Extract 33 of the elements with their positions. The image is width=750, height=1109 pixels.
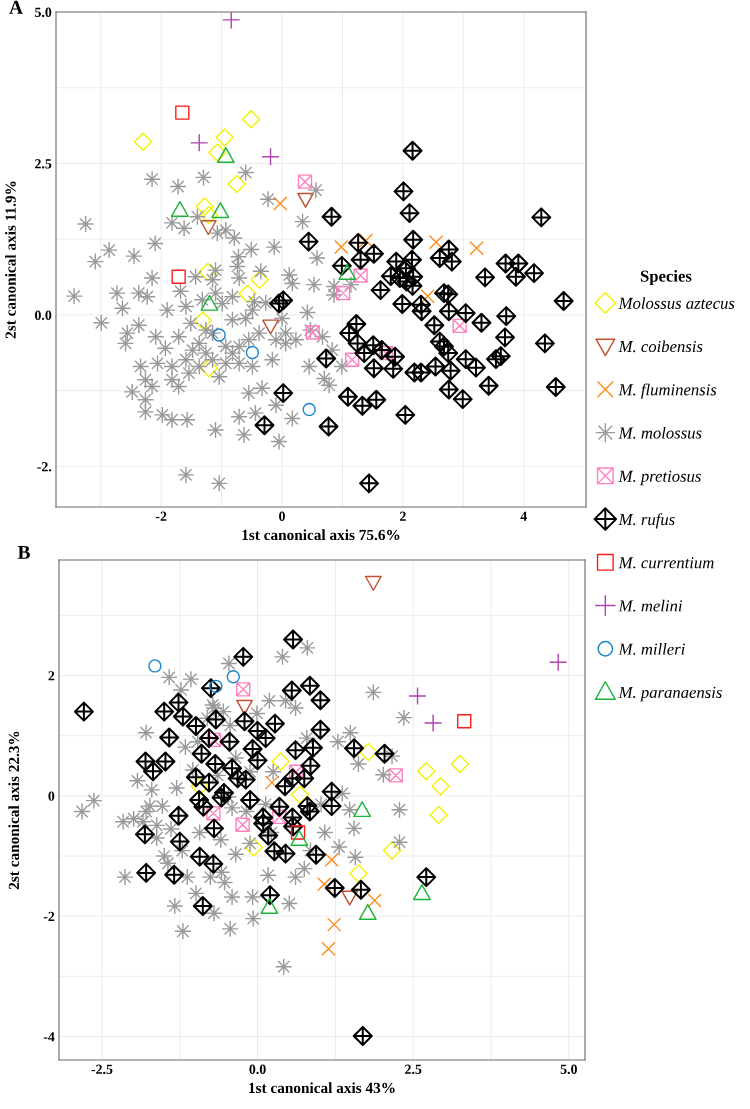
y-tick-label: 2.5	[35, 159, 52, 169]
x-axis-title: 1st canonical axis 75.6%	[242, 529, 400, 541]
x-tick-label: 2	[400, 511, 406, 521]
y-tick-label: 0.0	[35, 310, 52, 320]
x-tick-label: 5.0	[560, 1064, 577, 1074]
legend-label: M. milleri	[618, 643, 685, 655]
legend-label: M. coibensis	[618, 340, 703, 353]
x-tick-label: -2.5	[91, 1064, 113, 1074]
x-tick-label: 2.5	[405, 1064, 422, 1074]
legend-label: M. melini	[618, 599, 683, 612]
x-tick-label: 0.0	[249, 1064, 266, 1074]
y-tick-label: -4	[43, 1032, 55, 1042]
x-tick-label: 0	[279, 511, 285, 521]
legend-label: M. currentium	[618, 557, 714, 569]
chart-title: A	[9, 0, 23, 14]
legend-label: M. rufus	[618, 513, 675, 529]
y-axis-title: 2st canonical axis 11.9%	[5, 181, 16, 339]
y-tick-label: -2	[43, 911, 55, 922]
legend-label: M. molossus	[618, 426, 702, 439]
legend-label: M. fluminensis	[618, 383, 717, 399]
chart-title: B	[17, 545, 30, 559]
x-tick-label: 4	[520, 511, 527, 521]
legend-label: M. pretiosus	[618, 470, 701, 486]
y-tick-label: 2	[48, 671, 55, 681]
x-axis-title: 1st canonical axis 43%	[249, 1082, 395, 1094]
y-tick-label: -2.	[37, 462, 52, 472]
legend-label: M. paranaensis	[618, 686, 722, 702]
legend-title: Species	[640, 270, 692, 286]
y-axis-title: 2st canonical axis 22.3%	[8, 731, 20, 890]
legend-label: Molossus aztecus	[618, 297, 735, 309]
y-tick-label: 5.0	[35, 7, 52, 18]
y-tick-label: 0	[48, 791, 55, 801]
x-tick-label: -2	[155, 511, 167, 521]
